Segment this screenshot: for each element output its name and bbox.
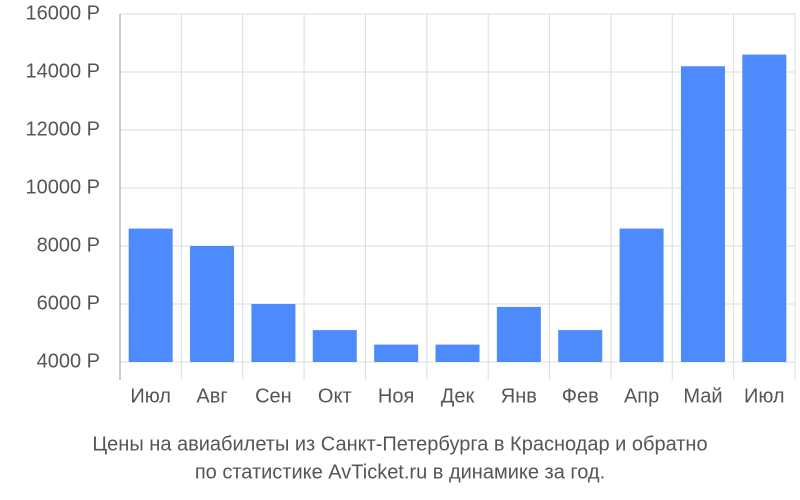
chart-title: Цены на авиабилеты из Санкт-Петербурга в… [92,433,707,455]
bar [251,304,296,362]
chart-title: по статистике AvTicket.ru в динамике за … [195,461,605,483]
y-tick-label: 4000 Р [37,350,100,372]
y-tick-label: 6000 Р [37,292,100,314]
x-tick-label: Окт [318,385,352,407]
bar [312,330,357,362]
bar [190,246,235,362]
bar [619,228,664,362]
x-tick-label: Фев [562,385,599,407]
x-tick-label: Июл [130,385,171,407]
x-tick-label: Май [683,385,722,407]
bar [435,344,480,362]
x-tick-label: Ноя [378,385,414,407]
y-tick-label: 14000 Р [25,60,100,82]
y-tick-label: 10000 Р [25,176,100,198]
y-tick-label: 16000 Р [25,2,100,24]
x-tick-label: Июл [744,385,785,407]
bar [374,344,419,362]
y-tick-label: 8000 Р [37,234,100,256]
x-tick-label: Дек [441,385,475,407]
x-tick-label: Янв [501,385,537,407]
y-tick-label: 12000 Р [25,118,100,140]
x-tick-label: Апр [624,385,659,407]
x-tick-label: Сен [255,385,292,407]
bar [680,66,725,362]
x-tick-label: Авг [196,385,227,407]
bar [128,228,173,362]
bar [742,54,787,362]
bar [496,306,541,362]
bar [558,330,603,362]
